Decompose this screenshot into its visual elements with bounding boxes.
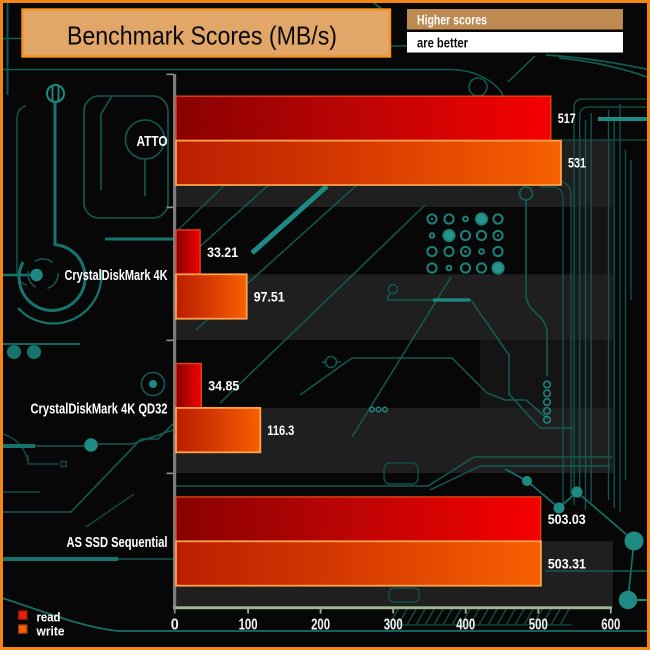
svg-text:ATTO: ATTO: [137, 133, 168, 150]
svg-text:200: 200: [311, 617, 330, 634]
svg-text:34.85: 34.85: [208, 378, 239, 394]
svg-text:97.51: 97.51: [254, 288, 285, 304]
svg-text:400: 400: [456, 617, 475, 634]
svg-text:517: 517: [558, 110, 576, 126]
svg-text:CrystalDiskMark 4K QD32: CrystalDiskMark 4K QD32: [31, 400, 168, 417]
svg-text:300: 300: [384, 617, 403, 634]
svg-text:503.03: 503.03: [548, 511, 586, 527]
svg-text:Higher scores: Higher scores: [417, 12, 487, 28]
svg-text:AS SSD Sequential: AS SSD Sequential: [67, 534, 168, 551]
svg-text:CrystalDiskMark 4K: CrystalDiskMark 4K: [65, 267, 168, 284]
svg-text:read: read: [37, 610, 61, 625]
svg-text:531: 531: [568, 155, 586, 171]
svg-text:33.21: 33.21: [207, 244, 238, 260]
svg-text:600: 600: [601, 617, 620, 634]
svg-text:500: 500: [529, 617, 548, 634]
svg-text:are better: are better: [417, 35, 468, 51]
svg-text:503.31: 503.31: [548, 555, 586, 571]
svg-text:Benchmark Scores (MB/s): Benchmark Scores (MB/s): [67, 21, 337, 51]
svg-text:116.3: 116.3: [267, 422, 294, 438]
svg-text:0: 0: [171, 617, 179, 634]
svg-text:write: write: [36, 624, 65, 639]
svg-text:100: 100: [239, 617, 258, 634]
